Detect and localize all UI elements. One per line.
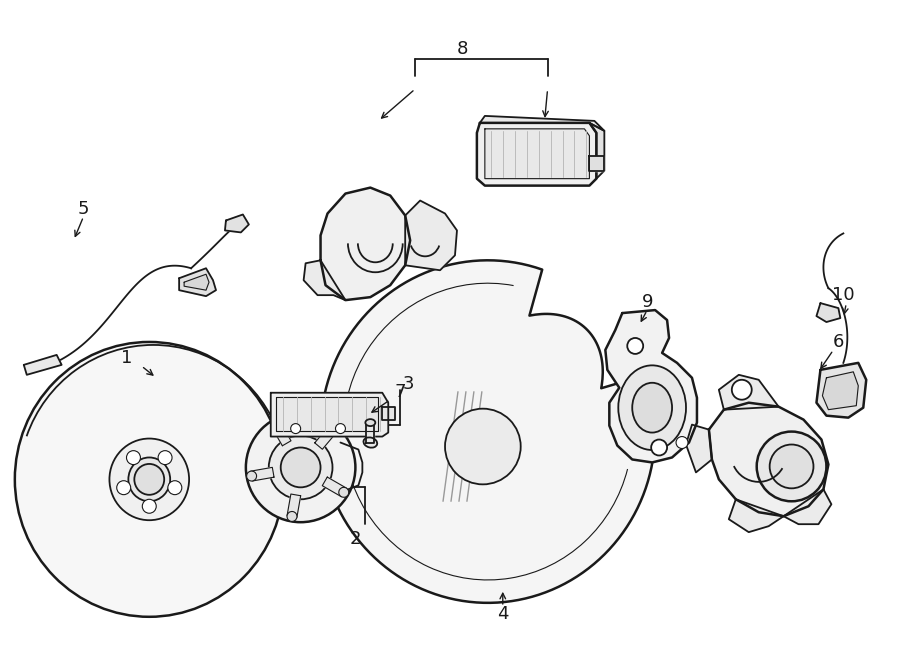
Circle shape bbox=[168, 481, 182, 495]
Ellipse shape bbox=[364, 438, 377, 448]
Polygon shape bbox=[322, 477, 346, 496]
Ellipse shape bbox=[632, 383, 672, 432]
Text: 8: 8 bbox=[456, 40, 468, 58]
Polygon shape bbox=[382, 406, 395, 420]
Polygon shape bbox=[485, 129, 590, 179]
Circle shape bbox=[117, 481, 130, 495]
Text: 7: 7 bbox=[394, 383, 406, 401]
Ellipse shape bbox=[365, 419, 375, 426]
Polygon shape bbox=[729, 499, 784, 532]
Polygon shape bbox=[303, 260, 346, 300]
Circle shape bbox=[281, 448, 320, 487]
Polygon shape bbox=[275, 397, 378, 430]
Polygon shape bbox=[480, 116, 604, 131]
Ellipse shape bbox=[271, 419, 281, 429]
Ellipse shape bbox=[134, 464, 164, 495]
Polygon shape bbox=[320, 260, 655, 603]
Polygon shape bbox=[320, 187, 410, 300]
Ellipse shape bbox=[247, 471, 256, 481]
Circle shape bbox=[127, 451, 140, 465]
Circle shape bbox=[732, 380, 752, 400]
Polygon shape bbox=[405, 201, 457, 270]
Polygon shape bbox=[606, 310, 697, 463]
Polygon shape bbox=[686, 424, 712, 473]
Polygon shape bbox=[184, 274, 209, 290]
Ellipse shape bbox=[618, 365, 686, 450]
Circle shape bbox=[269, 436, 332, 499]
Circle shape bbox=[445, 408, 521, 485]
Ellipse shape bbox=[110, 438, 189, 520]
Polygon shape bbox=[719, 375, 778, 410]
Polygon shape bbox=[590, 123, 604, 179]
Text: 6: 6 bbox=[832, 333, 844, 351]
Text: 1: 1 bbox=[121, 349, 132, 367]
Polygon shape bbox=[816, 363, 866, 418]
Polygon shape bbox=[251, 467, 274, 481]
Polygon shape bbox=[272, 422, 291, 446]
Ellipse shape bbox=[14, 342, 283, 617]
Circle shape bbox=[627, 338, 644, 354]
Polygon shape bbox=[179, 268, 216, 296]
Polygon shape bbox=[225, 214, 248, 232]
Polygon shape bbox=[590, 156, 604, 171]
Ellipse shape bbox=[328, 424, 338, 434]
Text: 4: 4 bbox=[497, 605, 508, 623]
Ellipse shape bbox=[287, 512, 297, 522]
Polygon shape bbox=[823, 372, 859, 410]
Circle shape bbox=[757, 432, 826, 501]
Text: 9: 9 bbox=[642, 293, 652, 311]
Circle shape bbox=[291, 424, 301, 434]
Text: 5: 5 bbox=[77, 199, 89, 218]
Circle shape bbox=[770, 444, 814, 489]
Polygon shape bbox=[23, 355, 61, 375]
Ellipse shape bbox=[129, 457, 170, 501]
Circle shape bbox=[676, 436, 688, 448]
Polygon shape bbox=[477, 123, 597, 185]
Polygon shape bbox=[315, 426, 337, 449]
Circle shape bbox=[158, 451, 172, 465]
Polygon shape bbox=[287, 494, 301, 517]
Text: 10: 10 bbox=[832, 286, 855, 304]
Polygon shape bbox=[271, 393, 388, 436]
Text: 2: 2 bbox=[349, 530, 361, 548]
Circle shape bbox=[336, 424, 346, 434]
Polygon shape bbox=[784, 489, 832, 524]
Polygon shape bbox=[816, 303, 841, 322]
Ellipse shape bbox=[338, 487, 348, 497]
Circle shape bbox=[246, 412, 356, 522]
Polygon shape bbox=[366, 422, 374, 442]
Circle shape bbox=[142, 499, 157, 513]
Polygon shape bbox=[709, 402, 828, 516]
Text: 3: 3 bbox=[402, 375, 414, 393]
Circle shape bbox=[652, 440, 667, 455]
